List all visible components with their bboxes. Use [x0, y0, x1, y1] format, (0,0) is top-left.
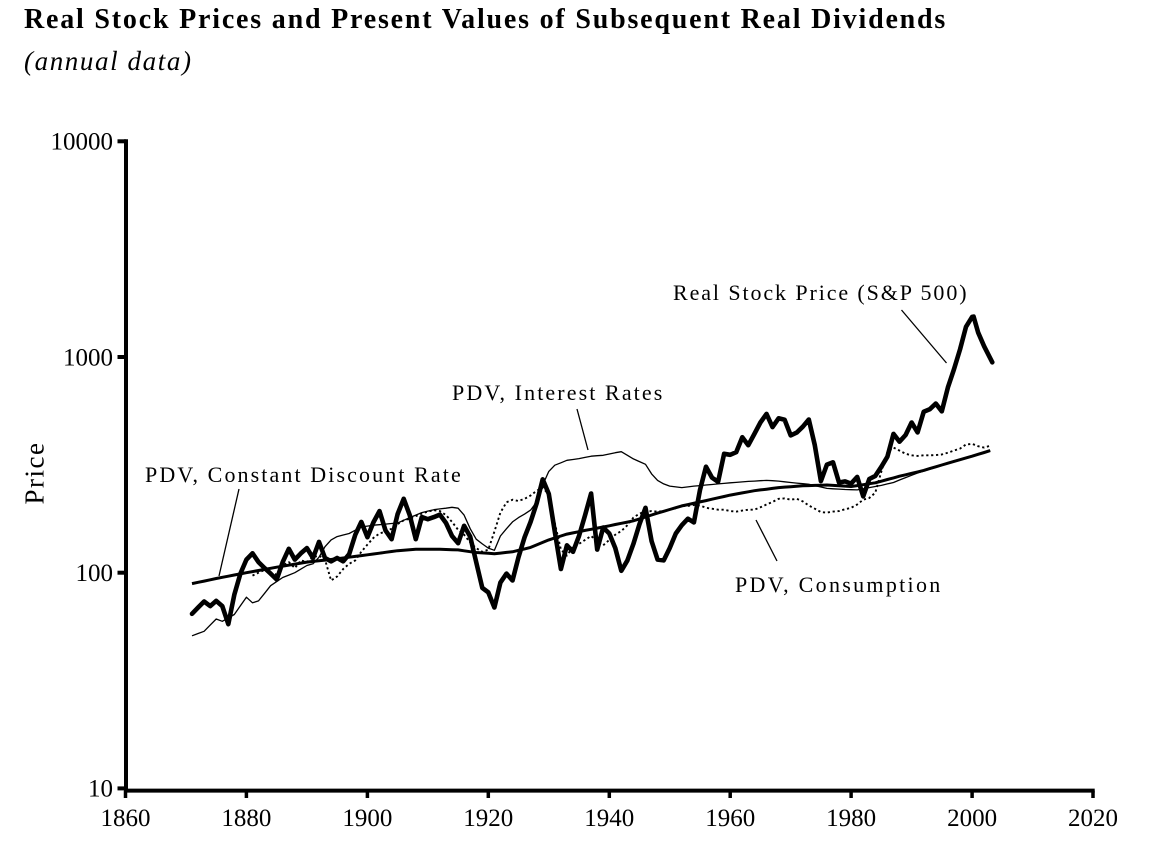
svg-text:1980: 1980 — [826, 805, 876, 832]
svg-text:(annual data): (annual data) — [24, 46, 193, 76]
svg-text:PDV, Interest Rates: PDV, Interest Rates — [452, 380, 664, 405]
svg-text:100: 100 — [76, 560, 114, 587]
svg-text:PDV, Constant Discount Rate: PDV, Constant Discount Rate — [145, 462, 463, 487]
svg-text:2000: 2000 — [947, 805, 997, 832]
svg-text:1920: 1920 — [463, 805, 513, 832]
svg-text:10: 10 — [88, 776, 113, 803]
svg-text:1860: 1860 — [101, 805, 151, 832]
svg-text:Real Stock Prices and Present: Real Stock Prices and Present Values of … — [24, 4, 947, 35]
svg-text:Real Stock Price (S&P 500): Real Stock Price (S&P 500) — [673, 280, 968, 305]
svg-text:1960: 1960 — [705, 805, 755, 832]
svg-text:1940: 1940 — [584, 805, 634, 832]
svg-text:1880: 1880 — [221, 805, 271, 832]
svg-text:1900: 1900 — [342, 805, 392, 832]
svg-text:Price: Price — [20, 442, 50, 505]
svg-text:2020: 2020 — [1068, 805, 1118, 832]
svg-text:PDV, Consumption: PDV, Consumption — [735, 572, 943, 597]
svg-text:10000: 10000 — [51, 129, 114, 156]
svg-text:1000: 1000 — [63, 344, 113, 371]
